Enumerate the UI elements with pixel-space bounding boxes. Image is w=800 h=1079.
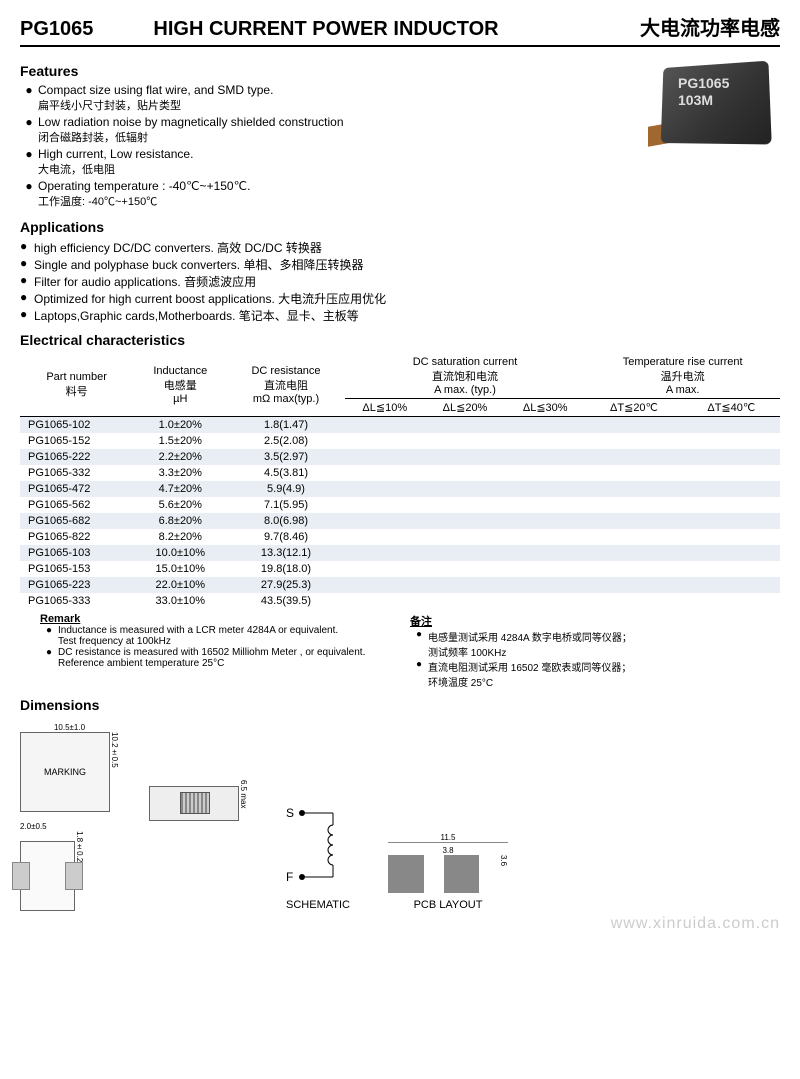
feature-item: ●Compact size using flat wire, and SMD t… (20, 83, 630, 97)
svg-text:F: F (286, 870, 293, 884)
dimensions-title: Dimensions (20, 697, 780, 713)
application-item: ●Filter for audio applications. 音频滤波应用 (20, 273, 780, 290)
elec-table: Part number料号 Inductance电感量µH DC resista… (20, 354, 780, 609)
title-cn: 大电流功率电感 (640, 12, 780, 41)
table-row: PG1065-8228.2±20%9.7(8.46) (20, 529, 780, 545)
application-item: ●Optimized for high current boost applic… (20, 290, 780, 307)
img-label-1: PG1065 (678, 75, 729, 92)
table-row: PG1065-2222.2±20%3.5(2.97) (20, 449, 780, 465)
header: PG1065 HIGH CURRENT POWER INDUCTOR 大电流功率… (20, 12, 780, 47)
schematic-symbol: S F (278, 803, 358, 893)
table-row: PG1065-15315.0±10%19.8(18.0) (20, 561, 780, 577)
table-row: PG1065-3323.3±20%4.5(3.81) (20, 465, 780, 481)
table-row: PG1065-6826.8±20%8.0(6.98) (20, 513, 780, 529)
img-label-2: 103M (678, 92, 729, 109)
application-item: ●Laptops,Graphic cards,Motherboards. 笔记本… (20, 307, 780, 324)
feature-item: ●Operating temperature : -40℃~+150℃. (20, 179, 630, 193)
remark-title-en: Remark (40, 613, 410, 625)
top-view: MARKING (20, 732, 110, 812)
remark-title-cn: 备注 (410, 613, 780, 629)
table-row: PG1065-33333.0±10%43.5(39.5) (20, 593, 780, 609)
applications-title: Applications (20, 219, 780, 235)
table-row: PG1065-10310.0±10%13.3(12.1) (20, 545, 780, 561)
application-item: ●Single and polyphase buck converters. 单… (20, 256, 780, 273)
table-row: PG1065-4724.7±20%5.9(4.9) (20, 481, 780, 497)
title-en: HIGH CURRENT POWER INDUCTOR (153, 18, 640, 41)
application-item: ●high efficiency DC/DC converters. 高效 DC… (20, 239, 780, 256)
table-row: PG1065-1021.0±20%1.8(1.47) (20, 417, 780, 434)
watermark: www.xinruida.com.cn (20, 915, 780, 933)
pcb-layout: 3.6 (388, 855, 508, 893)
schematic-caption: SCHEMATIC (278, 899, 358, 911)
table-row: PG1065-22322.0±10%27.9(25.3) (20, 577, 780, 593)
features-title: Features (20, 63, 630, 79)
dimensions-drawings: 10.5±1.0 MARKING 10.2±0.5 2.0±0.5 1.8±0.… (20, 723, 780, 911)
part-number: PG1065 (20, 18, 93, 41)
table-row: PG1065-5625.6±20%7.1(5.95) (20, 497, 780, 513)
bottom-view (20, 841, 75, 911)
side-view (149, 786, 239, 821)
product-image: PG1065 103M (640, 55, 780, 155)
feature-item: ●High current, Low resistance. (20, 147, 630, 161)
svg-text:S: S (286, 806, 294, 820)
feature-item: ●Low radiation noise by magnetically shi… (20, 115, 630, 129)
pcb-caption: PCB LAYOUT (388, 899, 508, 911)
table-row: PG1065-1521.5±20%2.5(2.08) (20, 433, 780, 449)
elec-title: Electrical characteristics (20, 332, 780, 348)
